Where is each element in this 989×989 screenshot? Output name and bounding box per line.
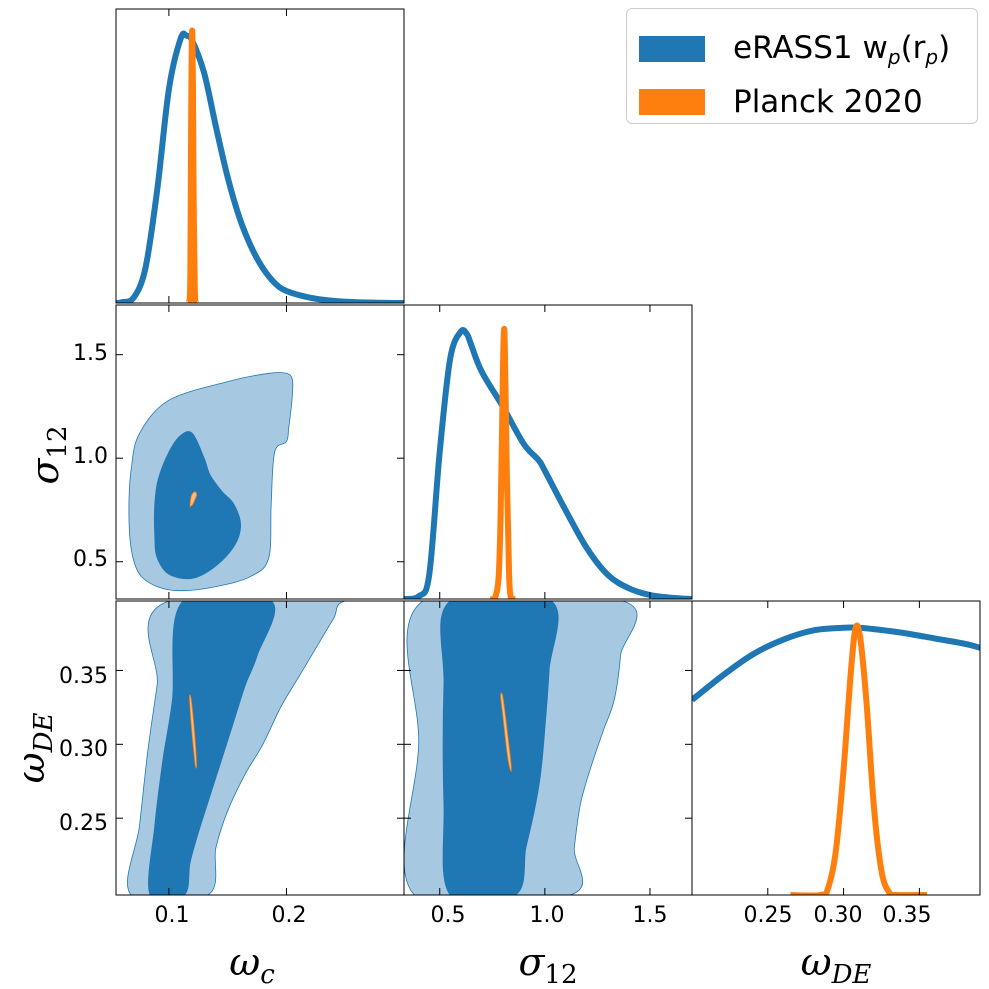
sigma12-marginal-panel	[404, 325, 692, 599]
ylabel-sigma12-base: σ	[23, 458, 67, 485]
tick-label-left-omegaDE-0.30: 0.30	[59, 737, 108, 762]
frame-omega-c-marginal	[115, 8, 405, 304]
omega-c-vs-sigma12-planck-2020-region	[189, 491, 197, 508]
xlabel-omega-c: ωc	[229, 940, 275, 989]
legend-swatch-erass1	[639, 36, 705, 62]
tick-label-left-omegaDE-0.35: 0.35	[59, 664, 108, 689]
omegade-marginal-planck-2020-curve	[790, 622, 927, 895]
omegade-marginal-erass1-wp-rp-curve	[692, 624, 980, 703]
sigma12-vs-omegade-erass1-wp-rp-68-region	[440, 601, 559, 895]
ylabel-sigma12: σ12	[23, 425, 73, 484]
legend-entry-erass1[interactable]: eRASS1 wp(rp)	[639, 29, 950, 69]
sigma12-marginal-erass1-wp-rp-curve	[404, 327, 692, 599]
legend-label-planck: Planck 2020	[733, 84, 923, 120]
ylabel-sigma12-sub: 12	[43, 425, 73, 458]
legend-label-erass1: eRASS1 wp(rp)	[733, 29, 951, 69]
legend: eRASS1 wp(rp) Planck 2020	[626, 8, 978, 124]
xlabel-omega-c-sub: c	[260, 960, 275, 989]
tick-label-omegaDE-0.30: 0.30	[814, 903, 863, 928]
tick-label-left-omegaDE-0.25: 0.25	[59, 811, 108, 836]
ylabel-omegaDE: ωDE	[9, 713, 59, 784]
tick-label-sigma12-1.5: 1.5	[633, 903, 668, 928]
sigma12-vs-omegade-planck-2020-region	[500, 692, 512, 772]
tick-label-sigma12-0.5: 0.5	[431, 903, 466, 928]
omega-c-marginal-panel	[116, 27, 404, 303]
xlabel-omegaDE: ωDE	[801, 940, 872, 989]
sigma12-marginal-planck-2020-curve	[490, 325, 516, 599]
tick-label-omega-c-0.2: 0.2	[272, 903, 307, 928]
legend-swatch-planck	[639, 89, 705, 115]
omega-c-vs-omegade-planck-2020-region	[189, 694, 197, 769]
frame-sigma12-marginal	[403, 304, 693, 600]
omega-c-vs-omegade-erass1-wp-rp-68-region	[148, 601, 276, 895]
panel-frames	[115, 8, 981, 896]
xlabel-sigma12-sub: 12	[544, 960, 577, 989]
tick-label-omega-c-0.1: 0.1	[155, 903, 190, 928]
frame-omega-c-sigma12	[115, 304, 405, 600]
omega-c-marginal-planck-2020-curve	[184, 27, 201, 303]
ylabel-omegaDE-sub: DE	[29, 713, 59, 754]
omega-c-vs-sigma12-erass1-wp-rp-68-region	[154, 431, 242, 580]
legend-entry-planck[interactable]: Planck 2020	[639, 82, 923, 122]
xlabel-omegaDE-sub: DE	[831, 960, 872, 989]
frame-sigma12-omegaDE	[403, 600, 693, 896]
tick-label-sigma12-1.0: 1.0	[530, 903, 565, 928]
xlabel-omegaDE-base: ω	[801, 940, 832, 984]
tick-marks	[116, 9, 920, 895]
xlabel-sigma12: σ12	[518, 940, 577, 989]
omegaDE-marginal-panel	[692, 622, 980, 895]
tick-label-left-sigma12-1.0: 1.0	[73, 444, 108, 469]
ylabel-omegaDE-base: ω	[9, 752, 53, 783]
tick-label-left-sigma12-0.5: 0.5	[73, 547, 108, 572]
omega-c-marginal-erass1-wp-rp-curve	[116, 30, 404, 303]
omega-c-sigma12-contour-panel	[128, 372, 294, 592]
sigma12-omegaDE-contour-panel	[404, 601, 638, 895]
tick-label-omegaDE-0.35: 0.35	[883, 903, 932, 928]
xlabel-omega-c-base: ω	[229, 940, 260, 984]
tick-label-omegaDE-0.25: 0.25	[744, 903, 793, 928]
omega-c-omegaDE-contour-panel	[127, 601, 404, 895]
tick-label-left-sigma12-1.5: 1.5	[73, 341, 108, 366]
xlabel-sigma12-base: σ	[518, 940, 545, 984]
